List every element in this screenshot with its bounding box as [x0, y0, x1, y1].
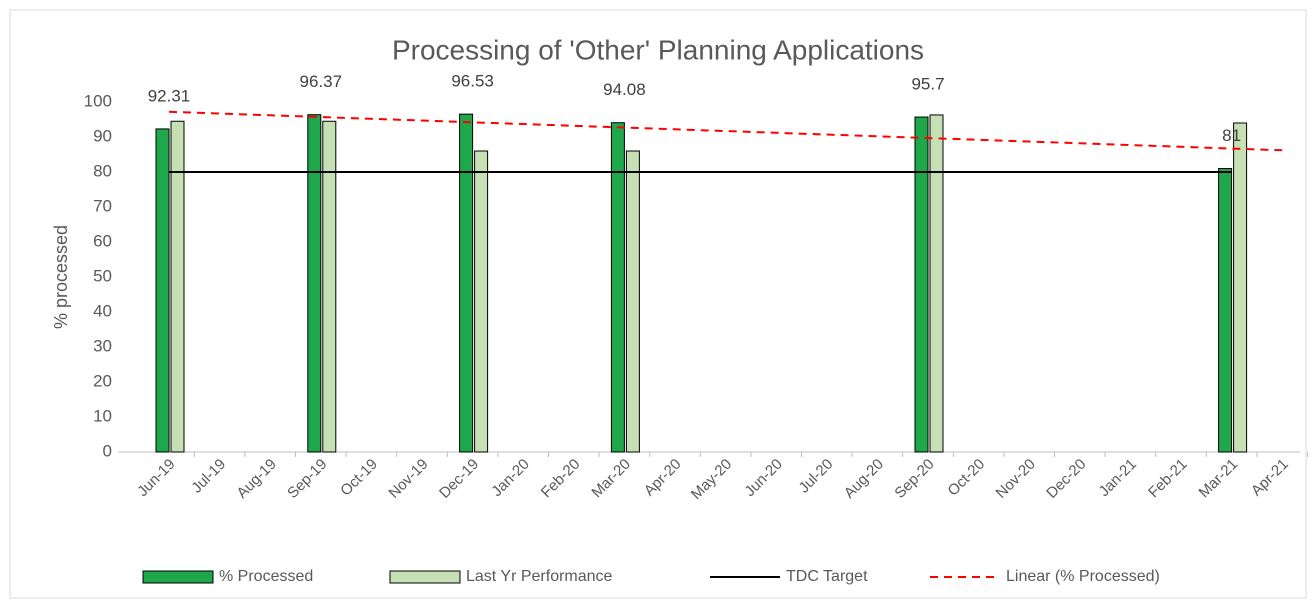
legend-swatch [142, 570, 214, 584]
bar [322, 120, 337, 453]
y-tick-label: 0 [103, 441, 112, 460]
chart-title: Processing of 'Other' Planning Applicati… [392, 34, 924, 65]
bar [1233, 122, 1248, 453]
y-tick-label: 80 [93, 161, 112, 180]
y-tick-label: 50 [93, 266, 112, 285]
y-tick-label: 30 [93, 336, 112, 355]
y-tick-label: 10 [93, 406, 112, 425]
legend-label: Linear (% Processed) [1006, 568, 1160, 585]
bar [474, 150, 489, 453]
y-tick-label: 100 [84, 91, 112, 110]
data-label: 95.7 [911, 75, 944, 94]
bar [625, 150, 640, 453]
data-label: 94.08 [603, 80, 646, 99]
y-tick-label: 40 [93, 301, 112, 320]
bar [914, 116, 929, 453]
bar [610, 122, 625, 453]
data-label: 81 [1222, 126, 1241, 145]
data-label: 96.37 [300, 72, 343, 91]
legend-label: Last Yr Performance [466, 568, 613, 585]
y-tick-label: 20 [93, 371, 112, 390]
bar [929, 114, 944, 453]
data-label: 96.53 [451, 72, 494, 91]
data-label: 92.31 [148, 86, 191, 105]
y-tick-label: 70 [93, 196, 112, 215]
legend-label: TDC Target [786, 568, 868, 585]
y-tick-label: 60 [93, 231, 112, 250]
bar [459, 113, 474, 453]
chart-border [9, 9, 1307, 599]
y-tick-label: 90 [93, 126, 112, 145]
bar [307, 114, 322, 453]
bar [155, 128, 170, 453]
bar [1218, 168, 1233, 453]
line [168, 110, 1283, 152]
y-axis-label: % processed [51, 225, 71, 329]
legend-swatch [389, 570, 461, 584]
legend-label: % Processed [219, 568, 313, 585]
bar [170, 120, 185, 453]
